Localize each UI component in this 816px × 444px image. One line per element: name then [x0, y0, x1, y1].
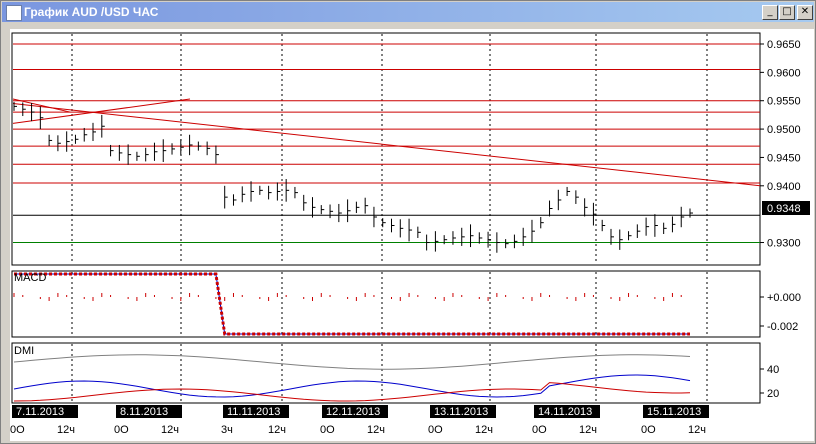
hour-tick-label: 12ч: [367, 424, 385, 436]
macd-line: [14, 273, 690, 335]
trendline-short: [12, 98, 71, 113]
hour-tick-label: 0O: [320, 424, 335, 436]
dmi-panel-frame: [11, 342, 761, 404]
price-axis: 0.9650 0.9600 0.9550 0.9500 0.9450 0.9400 0.93…: [760, 39, 801, 250]
date-label: 15.11.2013: [647, 406, 701, 418]
dmi-label: DMI: [14, 345, 34, 357]
price-panel-frame: [11, 32, 761, 266]
dmi-plus-line: [13, 374, 691, 398]
hour-tick-label: 0O: [428, 424, 443, 436]
price-tick-label: 0.9650: [767, 39, 801, 51]
dmi-minus-line: [13, 382, 691, 402]
trendline-down: [12, 103, 761, 187]
hour-tick-label: 12ч: [475, 424, 493, 436]
hour-tick-label: 0O: [10, 424, 25, 436]
date-label: 7.11.2013: [16, 406, 64, 418]
price-tick-label: 0.9300: [767, 238, 801, 250]
macd-tick-label: -0.002: [767, 321, 798, 333]
macd-panel: +0.000 -0.002: [13, 272, 801, 336]
hour-tick-label: 12ч: [161, 424, 179, 436]
hour-tick-label: 3ч: [221, 424, 233, 436]
current-price-badge: [762, 201, 810, 215]
title-bar[interactable]: График AUD /USD ЧАС _ □ ✕: [2, 2, 814, 22]
trendlines: [12, 98, 761, 187]
price-tick-label: 0.9400: [767, 181, 801, 193]
dmi-tick-label: 40: [767, 364, 779, 376]
minimize-button[interactable]: _: [762, 5, 778, 20]
dmi-tick-label: 20: [767, 388, 779, 400]
hour-tick-label: 0O: [114, 424, 129, 436]
date-label: 12.11.2013: [326, 406, 380, 418]
price-bars: [13, 101, 693, 253]
price-tick-label: 0.9500: [767, 124, 801, 136]
close-button[interactable]: ✕: [797, 5, 813, 20]
chart-area[interactable]: 0.9650 0.9600 0.9550 0.9500 0.9450 0.9400 0.93…: [10, 29, 814, 441]
hour-tick-label: 12ч: [57, 424, 75, 436]
chart-app-icon: [6, 5, 22, 21]
trendline-up: [12, 98, 191, 124]
date-badge: [116, 405, 182, 418]
macd-signal-line: [14, 272, 690, 336]
date-label: 11.11.2013: [227, 406, 280, 418]
hour-tick-label: 0O: [532, 424, 547, 436]
macd-tick-label: +0.000: [767, 292, 801, 304]
macd-panel-frame: [11, 270, 761, 338]
price-tick-label: 0.9550: [767, 96, 801, 108]
date-label: 8.11.2013: [120, 406, 168, 418]
date-badge: [12, 405, 78, 418]
hour-tick-label: 0O: [641, 424, 656, 436]
price-grid: [71, 34, 708, 264]
chart-canvas[interactable]: 0.9650 0.9600 0.9550 0.9500 0.9450 0.9400 0.93…: [10, 29, 814, 441]
macd-label: MACD: [14, 272, 46, 284]
date-label: 14.11.2013: [538, 406, 592, 418]
time-axis: 7.11.2013 0O 12ч 8.11.2013 0O 12ч 11.11.2013 3ч…: [10, 405, 709, 436]
window-title: График AUD /USD ЧАС: [24, 5, 159, 19]
hour-tick-label: 12ч: [688, 424, 706, 436]
price-tick-label: 0.9600: [767, 67, 801, 79]
hour-tick-label: 12ч: [579, 424, 597, 436]
dmi-panel: 40 20: [13, 344, 779, 402]
date-badge: [430, 405, 496, 418]
dmi-adx-line: [13, 354, 691, 370]
maximize-button[interactable]: □: [779, 5, 795, 20]
hour-tick-label: 12ч: [268, 424, 286, 436]
date-badge: [223, 405, 289, 418]
current-price-label: 0.9348: [767, 203, 801, 215]
date-badge: [643, 405, 709, 418]
date-badge: [322, 405, 388, 418]
date-badge: [534, 405, 600, 418]
date-label: 13.11.2013: [434, 406, 488, 418]
price-levels: [13, 43, 760, 244]
price-tick-label: 0.9450: [767, 152, 801, 164]
